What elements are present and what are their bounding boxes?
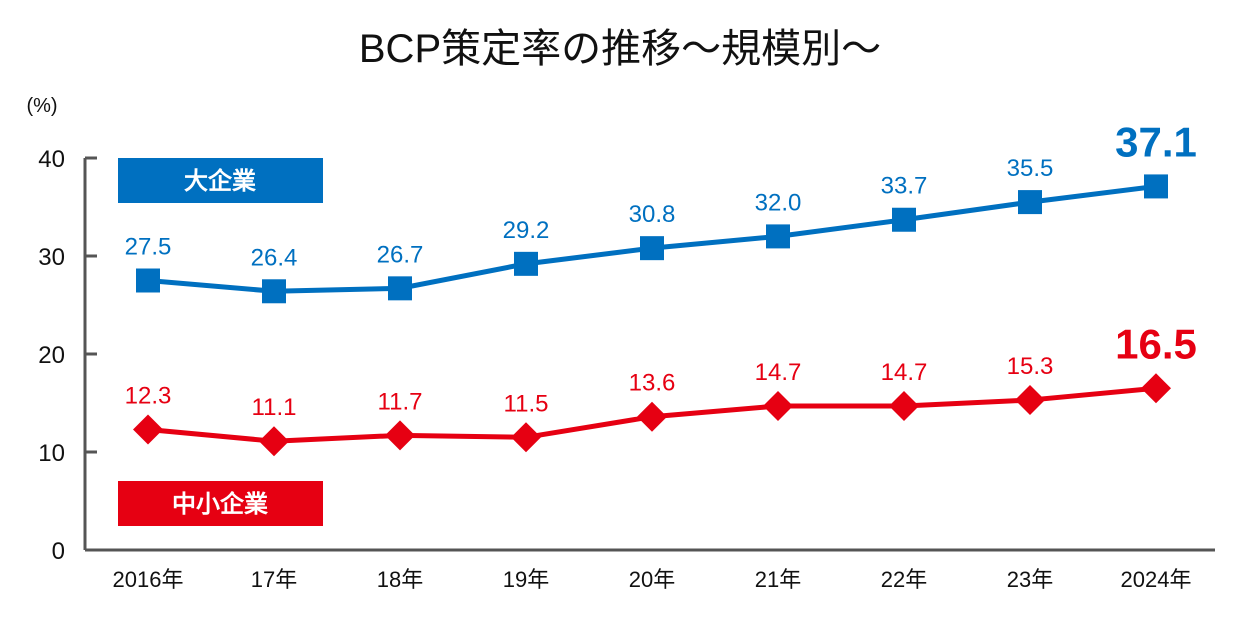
x-tick-label: 2024年 <box>1121 567 1192 592</box>
x-tick-label: 19年 <box>503 567 549 592</box>
y-tick-label: 10 <box>38 440 65 467</box>
data-label: 26.7 <box>377 241 424 268</box>
data-point-marker <box>1018 190 1042 215</box>
data-label: 33.7 <box>881 173 928 200</box>
x-tick-label: 21年 <box>755 567 801 592</box>
data-point-marker <box>511 422 541 453</box>
y-tick-label: 30 <box>38 244 65 271</box>
data-point-marker <box>136 268 160 293</box>
legend-box-0 <box>118 158 323 203</box>
x-tick-label: 17年 <box>251 567 297 592</box>
data-label: 15.3 <box>1007 353 1054 380</box>
data-point-marker <box>637 401 667 432</box>
data-point-marker <box>262 279 286 304</box>
data-label: 26.4 <box>251 244 298 271</box>
data-point-marker <box>889 390 919 421</box>
data-label: 14.7 <box>881 359 928 386</box>
data-point-marker <box>133 414 163 445</box>
data-point-marker <box>892 207 916 232</box>
data-point-marker <box>766 224 790 249</box>
data-point-marker <box>1144 174 1168 199</box>
y-tick-label: 20 <box>38 342 65 369</box>
data-point-marker <box>388 276 412 301</box>
data-label: 37.1 <box>1115 118 1197 165</box>
data-label: 11.1 <box>252 394 297 421</box>
data-point-marker <box>385 420 415 451</box>
data-label: 27.5 <box>125 234 172 261</box>
chart-title: BCP策定率の推移～規模別～ <box>359 27 881 71</box>
legend-label: 大企業 <box>184 167 256 195</box>
y-tick-label: 40 <box>38 146 65 173</box>
data-label: 12.3 <box>125 382 172 409</box>
data-point-marker <box>640 236 664 261</box>
data-label: 30.8 <box>629 201 676 228</box>
x-tick-label: 18年 <box>377 567 423 592</box>
data-label: 13.6 <box>629 370 676 397</box>
y-axis-label: (%) <box>26 95 57 117</box>
data-label: 35.5 <box>1007 155 1054 182</box>
data-label: 11.5 <box>504 390 549 417</box>
x-tick-label: 23年 <box>1007 567 1053 592</box>
x-tick-label: 20年 <box>629 567 675 592</box>
data-point-marker <box>259 426 289 457</box>
y-tick-label: 0 <box>52 538 65 565</box>
data-point-marker <box>763 390 793 421</box>
legend-box-1 <box>118 481 323 526</box>
legend-label: 中小企業 <box>172 490 268 518</box>
data-label: 32.0 <box>755 189 802 216</box>
data-label: 14.7 <box>755 359 802 386</box>
x-tick-label: 2016年 <box>113 567 184 592</box>
data-label: 11.7 <box>378 388 423 415</box>
data-point-marker <box>514 251 538 276</box>
data-point-marker <box>1141 373 1171 404</box>
data-label: 29.2 <box>503 217 550 244</box>
x-tick-label: 22年 <box>881 567 927 592</box>
data-point-marker <box>1015 385 1045 416</box>
data-label: 16.5 <box>1115 320 1197 367</box>
